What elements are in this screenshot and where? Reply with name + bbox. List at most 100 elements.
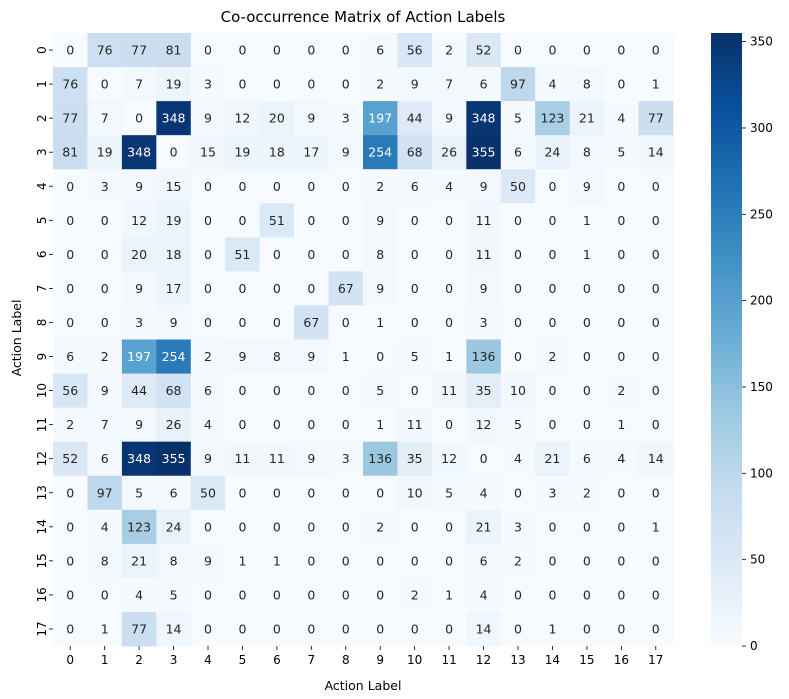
cell-value-16-4: 0 bbox=[204, 587, 212, 602]
heatmap-cell-0-4 bbox=[190, 33, 226, 68]
cell-value-10-6: 0 bbox=[273, 383, 281, 398]
cell-value-16-7: 0 bbox=[307, 587, 315, 602]
x-tick-label-11: 11 bbox=[441, 653, 456, 667]
heatmap-cell-1-1 bbox=[87, 67, 123, 102]
y-tick-label-14: 14 bbox=[35, 519, 49, 534]
heatmap-cell-8-1 bbox=[87, 305, 123, 340]
heatmap-cell-14-7 bbox=[294, 509, 329, 545]
cell-value-17-10: 0 bbox=[411, 621, 419, 636]
heatmap-cell-6-2 bbox=[121, 237, 157, 272]
heatmap-cell-5-5 bbox=[225, 203, 261, 238]
cell-value-7-10: 0 bbox=[411, 281, 419, 296]
cell-value-8-0: 0 bbox=[66, 315, 74, 330]
cell-value-10-12: 35 bbox=[476, 383, 492, 398]
cell-value-3-7: 17 bbox=[303, 145, 319, 160]
heatmap-cell-7-3 bbox=[156, 271, 192, 306]
heatmap-cell-4-14 bbox=[535, 169, 571, 204]
cell-value-8-6: 0 bbox=[273, 315, 281, 330]
cell-value-7-0: 0 bbox=[66, 281, 74, 296]
heatmap-cell-2-7 bbox=[294, 101, 329, 136]
heatmap-cell-13-9 bbox=[363, 475, 398, 511]
cell-value-15-14: 0 bbox=[548, 553, 556, 568]
heatmap-cell-2-6 bbox=[259, 101, 295, 136]
heatmap-cell-3-9 bbox=[363, 135, 398, 170]
heatmap-cell-1-5 bbox=[225, 67, 261, 102]
cell-value-9-5: 9 bbox=[238, 349, 246, 364]
heatmap-cell-15-6 bbox=[259, 543, 295, 579]
cell-value-5-14: 0 bbox=[548, 213, 556, 228]
heatmap-cell-5-13 bbox=[500, 203, 536, 238]
cell-value-0-2: 77 bbox=[131, 43, 147, 58]
heatmap-cell-4-11 bbox=[431, 169, 467, 204]
heatmap-cell-4-8 bbox=[328, 169, 364, 204]
colorbar-tick-label-350: 350 bbox=[750, 35, 773, 49]
heatmap-cell-13-5 bbox=[225, 475, 261, 511]
heatmap-cell-7-15 bbox=[569, 271, 605, 306]
cell-value-4-0: 0 bbox=[66, 179, 74, 194]
cell-value-14-15: 0 bbox=[583, 519, 591, 534]
heatmap-cell-12-15 bbox=[569, 441, 605, 477]
cell-value-3-8: 9 bbox=[342, 145, 350, 160]
heatmap-cell-13-17 bbox=[638, 475, 674, 511]
heatmap-cell-4-4 bbox=[190, 169, 226, 204]
cell-value-4-13: 50 bbox=[510, 179, 526, 194]
heatmap-cell-7-7 bbox=[294, 271, 329, 306]
cell-value-16-5: 0 bbox=[238, 587, 246, 602]
cell-value-2-1: 7 bbox=[101, 111, 109, 126]
cell-value-1-11: 7 bbox=[445, 77, 453, 92]
cell-value-10-5: 0 bbox=[238, 383, 246, 398]
x-axis-title: Action Label bbox=[325, 678, 402, 693]
cell-value-13-0: 0 bbox=[66, 485, 74, 500]
heatmap-cell-17-16 bbox=[604, 611, 639, 647]
heatmap-cell-10-2 bbox=[121, 373, 157, 409]
cell-value-10-4: 6 bbox=[204, 383, 212, 398]
cell-value-17-5: 0 bbox=[238, 621, 246, 636]
heatmap-cell-10-1 bbox=[87, 373, 123, 409]
heatmap-cell-9-12 bbox=[466, 339, 502, 374]
cell-value-13-15: 2 bbox=[583, 485, 591, 500]
cell-value-3-9: 254 bbox=[368, 145, 392, 160]
heatmap-cell-10-6 bbox=[259, 373, 295, 409]
heatmap-cell-0-14 bbox=[535, 33, 571, 68]
heatmap-cell-7-0 bbox=[53, 271, 88, 306]
cell-value-12-14: 21 bbox=[544, 451, 560, 466]
cell-value-9-2: 197 bbox=[127, 349, 151, 364]
heatmap-cell-0-5 bbox=[225, 33, 261, 68]
heatmap-cell-3-2 bbox=[121, 135, 157, 170]
cell-value-7-17: 0 bbox=[652, 281, 660, 296]
heatmap-cell-15-8 bbox=[328, 543, 364, 579]
heatmap-cell-10-17 bbox=[638, 373, 674, 409]
cell-value-8-12: 3 bbox=[480, 315, 488, 330]
heatmap-cell-15-12 bbox=[466, 543, 502, 579]
x-tick-label-14: 14 bbox=[545, 653, 560, 667]
cell-value-6-14: 0 bbox=[548, 247, 556, 262]
heatmap-cell-9-13 bbox=[500, 339, 536, 374]
cell-value-15-13: 2 bbox=[514, 553, 522, 568]
heatmap-cell-13-10 bbox=[397, 475, 433, 511]
heatmap-cell-7-12 bbox=[466, 271, 502, 306]
cell-value-6-10: 0 bbox=[411, 247, 419, 262]
heatmap-cell-8-11 bbox=[431, 305, 467, 340]
heatmap-cell-4-15 bbox=[569, 169, 605, 204]
cell-value-4-4: 0 bbox=[204, 179, 212, 194]
heatmap-cell-14-2 bbox=[121, 509, 157, 545]
x-tick-label-5: 5 bbox=[239, 653, 247, 667]
heatmap-cell-10-0 bbox=[53, 373, 88, 409]
heatmap-cell-9-6 bbox=[259, 339, 295, 374]
cell-value-8-2: 3 bbox=[135, 315, 143, 330]
cell-value-12-11: 12 bbox=[441, 451, 457, 466]
cell-value-1-3: 19 bbox=[166, 77, 182, 92]
heatmap-cell-2-9 bbox=[363, 101, 398, 136]
heatmap-cell-1-8 bbox=[328, 67, 364, 102]
heatmap-cell-17-5 bbox=[225, 611, 261, 647]
heatmap-cell-12-0 bbox=[53, 441, 88, 477]
cell-value-5-13: 0 bbox=[514, 213, 522, 228]
cell-value-2-12: 348 bbox=[472, 111, 496, 126]
colorbar-tick-label-0: 0 bbox=[750, 639, 758, 653]
cell-value-7-9: 9 bbox=[376, 281, 384, 296]
heatmap-cell-3-7 bbox=[294, 135, 329, 170]
cell-value-6-13: 0 bbox=[514, 247, 522, 262]
cell-value-15-12: 6 bbox=[480, 553, 488, 568]
cell-value-3-17: 14 bbox=[648, 145, 664, 160]
cell-value-12-13: 4 bbox=[514, 451, 522, 466]
